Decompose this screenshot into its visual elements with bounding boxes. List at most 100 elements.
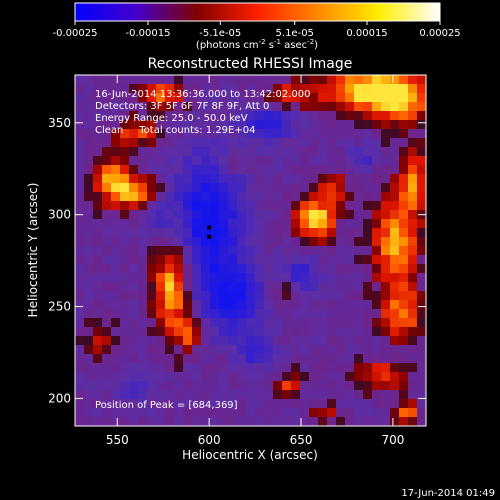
heatmap-cell: [120, 309, 130, 319]
heatmap-cell: [75, 282, 85, 292]
heatmap-cell: [138, 327, 148, 337]
heatmap-cell: [174, 138, 184, 148]
heatmap-cell: [417, 75, 427, 85]
heatmap-cell: [219, 309, 229, 319]
heatmap-cell: [183, 174, 193, 184]
heatmap-cell: [408, 201, 418, 211]
heatmap-cell: [345, 273, 355, 283]
heatmap-cell: [120, 219, 130, 229]
heatmap-cell: [246, 102, 256, 112]
heatmap-cell: [318, 354, 328, 364]
heatmap-cell: [228, 147, 238, 157]
heatmap-cell: [210, 309, 220, 319]
heatmap-cell: [219, 183, 229, 193]
heatmap-cell: [246, 174, 256, 184]
heatmap-cell: [237, 147, 247, 157]
heatmap-cell: [327, 417, 337, 427]
heatmap-cell: [147, 282, 157, 292]
heatmap-cell: [192, 408, 202, 418]
heatmap-cell: [264, 417, 274, 427]
heatmap-cell: [372, 210, 382, 220]
heatmap-cell: [390, 111, 400, 121]
heatmap-cell: [354, 237, 364, 247]
heatmap-cell: [336, 75, 346, 85]
colorbar-units: (photons cm-2 s-1 asec-2): [196, 38, 318, 51]
heatmap-cell: [129, 102, 139, 112]
heatmap-cell: [201, 147, 211, 157]
heatmap-cell: [129, 138, 139, 148]
heatmap-cell: [174, 129, 184, 139]
heatmap-cell: [318, 345, 328, 355]
heatmap-cell: [174, 354, 184, 364]
heatmap-cell: [111, 165, 121, 175]
heatmap-cell: [111, 246, 121, 256]
heatmap-cell: [129, 390, 139, 400]
heatmap-cell: [291, 408, 301, 418]
heatmap-cell: [318, 165, 328, 175]
heatmap-cell: [111, 309, 121, 319]
heatmap-cell: [75, 228, 85, 238]
heatmap-cell: [399, 255, 409, 265]
heatmap-cell: [282, 174, 292, 184]
heatmap-cell: [219, 345, 229, 355]
heatmap-cell: [327, 156, 337, 166]
heatmap-cell: [291, 363, 301, 373]
heatmap-cell: [228, 318, 238, 328]
heatmap-cell: [363, 354, 373, 364]
heatmap-cell: [183, 246, 193, 256]
heatmap-cell: [255, 291, 265, 301]
heatmap-cell: [210, 255, 220, 265]
heatmap-cell: [84, 84, 94, 94]
heatmap-cell: [390, 102, 400, 112]
heatmap-cell: [210, 291, 220, 301]
heatmap-cell: [399, 345, 409, 355]
heatmap-cell: [327, 138, 337, 148]
heatmap-cell: [273, 219, 283, 229]
heatmap-cell: [192, 111, 202, 121]
heatmap-cell: [192, 390, 202, 400]
heatmap-cell: [318, 318, 328, 328]
heatmap-cell: [228, 75, 238, 85]
heatmap-cell: [372, 255, 382, 265]
heatmap-cell: [183, 210, 193, 220]
heatmap-cell: [309, 210, 319, 220]
heatmap-cell: [147, 129, 157, 139]
heatmap-cell: [273, 255, 283, 265]
heatmap-cell: [246, 93, 256, 103]
heatmap-cell: [390, 309, 400, 319]
heatmap-cell: [336, 282, 346, 292]
heatmap-cell: [381, 300, 391, 310]
heatmap-cell: [264, 390, 274, 400]
heatmap-cell: [75, 318, 85, 328]
heatmap-cell: [246, 372, 256, 382]
heatmap-cell: [165, 111, 175, 121]
heatmap-cell: [129, 309, 139, 319]
heatmap-cell: [255, 273, 265, 283]
heatmap-cell: [327, 363, 337, 373]
heatmap-cell: [120, 318, 130, 328]
heatmap-cell: [246, 156, 256, 166]
heatmap-cell: [336, 417, 346, 427]
heatmap-cell: [408, 381, 418, 391]
heatmap-cell: [120, 273, 130, 283]
heatmap-cell: [246, 75, 256, 85]
heatmap-cell: [183, 255, 193, 265]
heatmap-cell: [156, 372, 166, 382]
heatmap-cell: [264, 273, 274, 283]
heatmap-cell: [138, 363, 148, 373]
heatmap-cell: [111, 138, 121, 148]
heatmap-cell: [291, 273, 301, 283]
heatmap-cell: [201, 354, 211, 364]
heatmap-cell: [309, 390, 319, 400]
heatmap-cell: [93, 210, 103, 220]
heatmap-cell: [228, 282, 238, 292]
heatmap-cell: [273, 381, 283, 391]
heatmap-cell: [246, 327, 256, 337]
heatmap-cell: [120, 84, 130, 94]
heatmap-cell: [228, 255, 238, 265]
heatmap-cell: [327, 93, 337, 103]
heatmap-cell: [147, 84, 157, 94]
heatmap-cell: [255, 147, 265, 157]
heatmap-cell: [219, 417, 229, 427]
heatmap-cell: [381, 111, 391, 121]
